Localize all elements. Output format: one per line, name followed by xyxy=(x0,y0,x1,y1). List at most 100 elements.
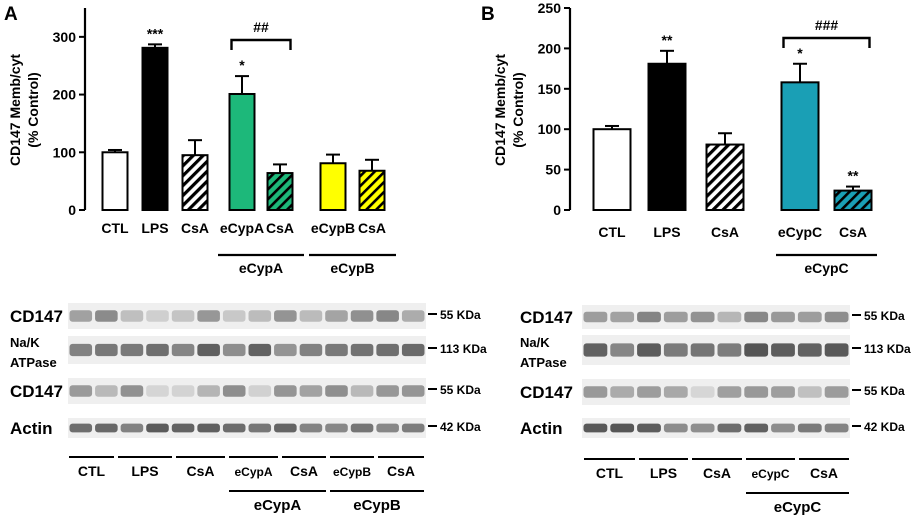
blot-row-label: ATPase xyxy=(520,355,567,370)
x-tick-label-b: LPS xyxy=(653,224,680,240)
blot-band xyxy=(171,385,195,397)
blot-row-label: CD147 xyxy=(520,308,573,327)
lane-group-label: CTL xyxy=(78,463,106,479)
blot-band xyxy=(690,423,715,433)
blot-band xyxy=(744,311,769,323)
x-tick-label-a: eCypB xyxy=(311,220,355,236)
blot-band xyxy=(274,310,297,322)
blot-band xyxy=(771,311,795,323)
significance-label-b: ** xyxy=(848,168,859,184)
y-tick-label-b: 200 xyxy=(538,40,562,56)
comparison-label-a: ## xyxy=(253,19,269,35)
bar-chart-b: CD147 Memb/cyt (% Control) 0 50 100 150 200 2… xyxy=(492,0,877,276)
blot-band xyxy=(771,423,795,433)
blot-band xyxy=(95,343,118,357)
blot-band xyxy=(610,423,635,433)
blot-band xyxy=(146,343,169,357)
blot-band xyxy=(824,311,849,323)
western-blot-b: CD147 55 KDa Na/K ATPase 113 KDa CD147 55 KDa A… xyxy=(520,305,911,516)
super-group-label: eCypC xyxy=(774,499,822,516)
blot-band xyxy=(69,423,93,433)
blot-band xyxy=(248,385,272,397)
blot-band xyxy=(197,423,220,433)
y-axis-label-a-line2: (% Control) xyxy=(25,72,41,147)
blot-band xyxy=(401,423,425,433)
blot-band xyxy=(717,343,742,357)
blot-band xyxy=(299,310,323,322)
group-label-b: eCypC xyxy=(804,260,848,276)
lane-group-label: CsA xyxy=(290,463,318,479)
significance-label-a: *** xyxy=(147,25,164,41)
blot-band xyxy=(171,310,195,322)
size-marker-label: 55 KDa xyxy=(864,309,905,323)
blot-band xyxy=(690,343,715,357)
y-axis-label-a-line1: CD147 Memb/cyt xyxy=(7,54,23,166)
blot-band xyxy=(690,311,715,323)
size-marker-label: 55 KDa xyxy=(864,384,905,398)
blot-band xyxy=(350,385,374,397)
blot-band xyxy=(197,385,220,397)
y-tick-label-a: 100 xyxy=(53,144,77,160)
blot-row-label: ATPase xyxy=(10,355,57,370)
blot-band xyxy=(350,423,374,433)
x-tick-label-a: CTL xyxy=(101,220,129,236)
lane-group-label: LPS xyxy=(131,463,158,479)
blot-band xyxy=(401,385,425,397)
blot-band xyxy=(376,423,399,433)
blot-band xyxy=(95,310,118,322)
x-tick-label-a: CsA xyxy=(266,220,294,236)
lane-group-label: CsA xyxy=(810,465,838,481)
blot-band xyxy=(274,343,297,357)
super-group-label: eCypA xyxy=(254,497,302,514)
blot-band xyxy=(663,423,688,433)
blot-row-label: Actin xyxy=(10,419,53,438)
bar-b-csa xyxy=(705,143,745,211)
super-group-label: eCypB xyxy=(353,497,401,514)
blot-band xyxy=(325,385,348,397)
blot-band xyxy=(663,343,688,357)
blot-band xyxy=(222,385,246,397)
blot-band xyxy=(637,386,661,398)
blot-row-label: Na/K xyxy=(10,335,40,350)
blot-band xyxy=(325,343,348,357)
lane-group-label: CsA xyxy=(387,463,415,479)
y-tick-label-a: 0 xyxy=(68,202,76,218)
blot-band xyxy=(299,423,323,433)
blot-band xyxy=(350,310,374,322)
blot-band xyxy=(248,423,272,433)
blot-band xyxy=(69,343,93,357)
x-tick-label-a: eCypA xyxy=(220,220,264,236)
blot-band xyxy=(824,343,849,357)
panel-letter-a: A xyxy=(4,4,18,25)
blot-band xyxy=(583,386,608,398)
blot-band xyxy=(637,423,661,433)
blot-band xyxy=(120,310,144,322)
blot-band xyxy=(120,423,144,433)
blot-band xyxy=(120,343,144,357)
blot-band xyxy=(146,310,169,322)
blot-band xyxy=(401,343,425,357)
blot-band xyxy=(610,311,635,323)
blot-band xyxy=(771,386,795,398)
size-marker-label: 55 KDa xyxy=(440,308,481,322)
significance-label-b: ** xyxy=(662,32,673,48)
blot-band xyxy=(690,386,715,398)
x-tick-label-b: CsA xyxy=(839,224,867,240)
blot-band xyxy=(717,423,742,433)
blot-band xyxy=(583,311,608,323)
x-tick-label-b: CTL xyxy=(598,224,626,240)
lane-group-label: CsA xyxy=(703,465,731,481)
lane-group-label: CsA xyxy=(186,463,214,479)
blot-band xyxy=(120,385,144,397)
blot-row-label: Na/K xyxy=(520,335,550,350)
blot-band xyxy=(274,385,297,397)
blot-band xyxy=(797,343,822,357)
x-tick-label-b: CsA xyxy=(711,224,739,240)
blot-band xyxy=(744,423,769,433)
bar-a-lps xyxy=(141,46,169,211)
blot-band xyxy=(583,343,608,357)
size-marker-label: 113 KDa xyxy=(440,342,487,356)
blot-band xyxy=(299,343,323,357)
blot-row-label: CD147 xyxy=(10,307,63,326)
